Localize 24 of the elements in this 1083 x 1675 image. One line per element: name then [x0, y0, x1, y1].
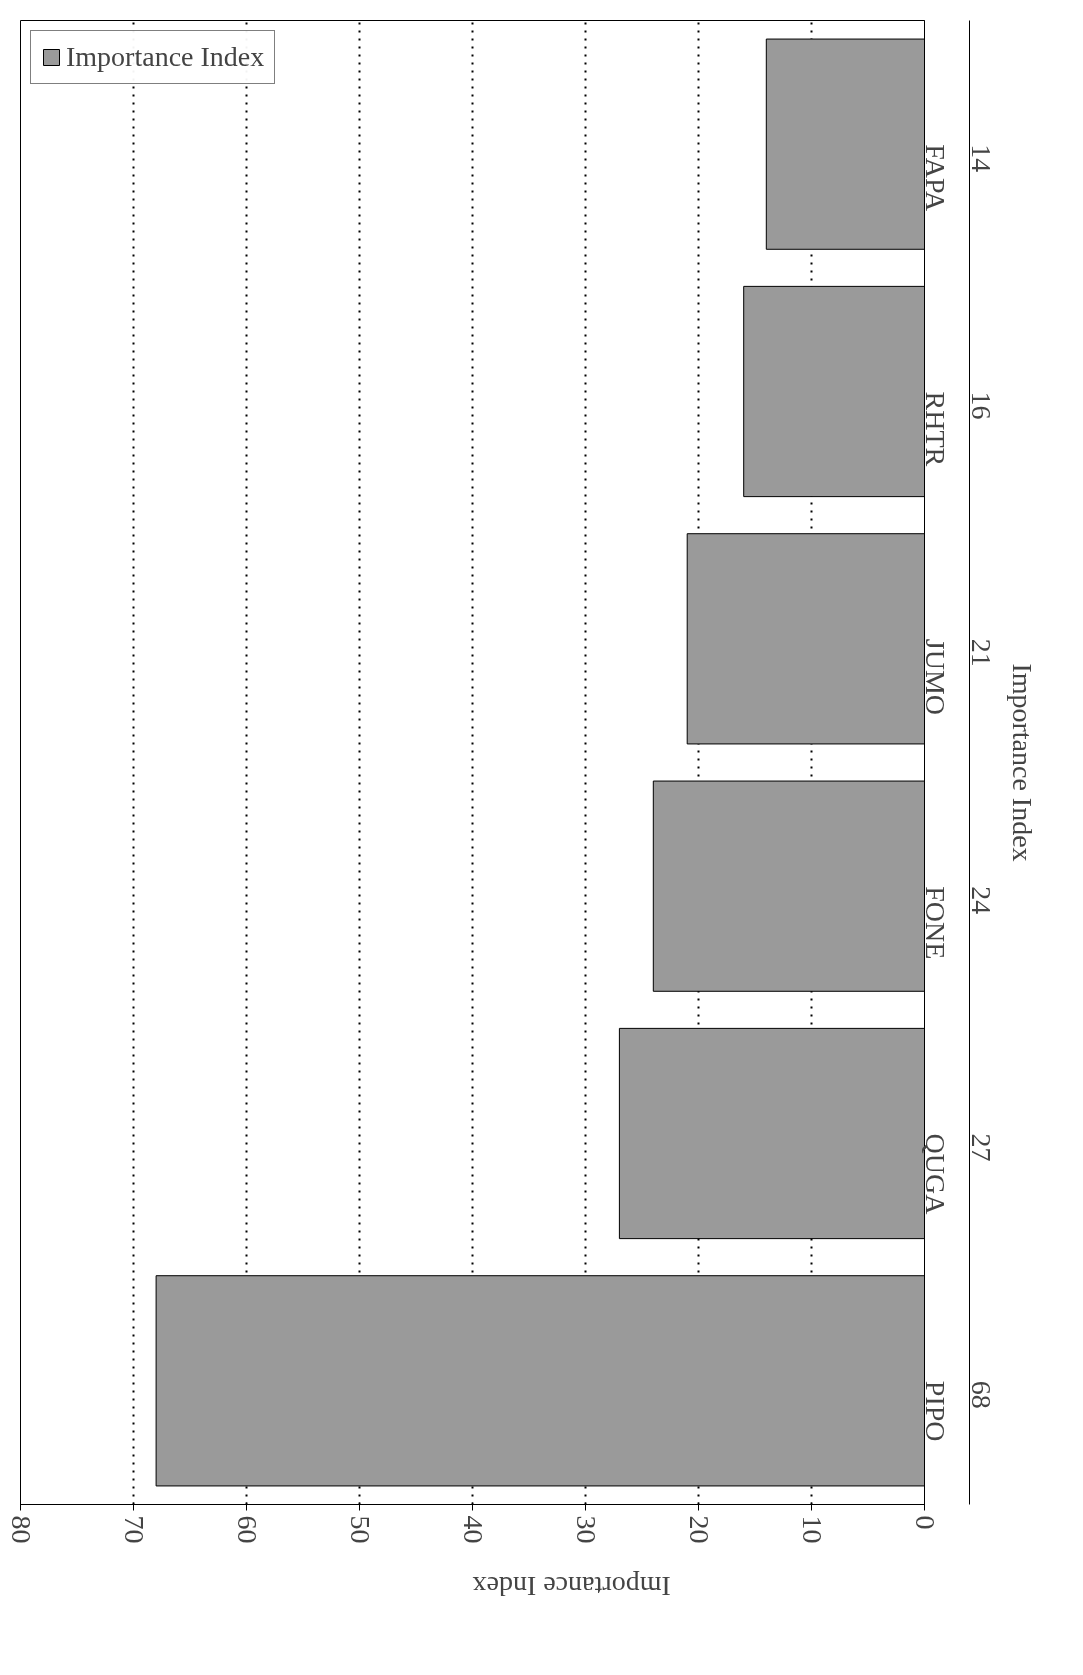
y-tick-label: RHTR	[920, 391, 951, 467]
data-label: 16	[965, 391, 997, 420]
x-tick-label: 80	[5, 1515, 37, 1544]
y-tick-label: PIPO	[920, 1380, 951, 1442]
data-label: 24	[965, 886, 997, 915]
x-tick-label: 0	[909, 1515, 941, 1530]
data-label: 68	[965, 1380, 997, 1409]
legend-label: Importance Index	[66, 41, 265, 73]
x-tick-label: 70	[118, 1515, 150, 1544]
y-tick-label: FONE	[920, 886, 951, 960]
text: Importance Index	[1006, 663, 1038, 862]
x-axis-title: Importance Index	[472, 1571, 671, 1602]
y-tick-label: QUGA	[920, 1133, 951, 1216]
x-tick-label: 10	[796, 1515, 828, 1544]
x-tick-label: 40	[457, 1515, 489, 1544]
y-tick-label: JUMO	[920, 638, 951, 716]
data-label: 14	[965, 144, 997, 173]
y-tick-label: FAPA	[920, 144, 951, 212]
x-tick-label: 20	[683, 1515, 715, 1544]
x-tick-label: 30	[570, 1515, 602, 1544]
x-tick-label: 50	[344, 1515, 376, 1544]
x-tick-label: 60	[231, 1515, 263, 1544]
data-label: 21	[965, 638, 997, 667]
data-label: 27	[965, 1133, 997, 1162]
